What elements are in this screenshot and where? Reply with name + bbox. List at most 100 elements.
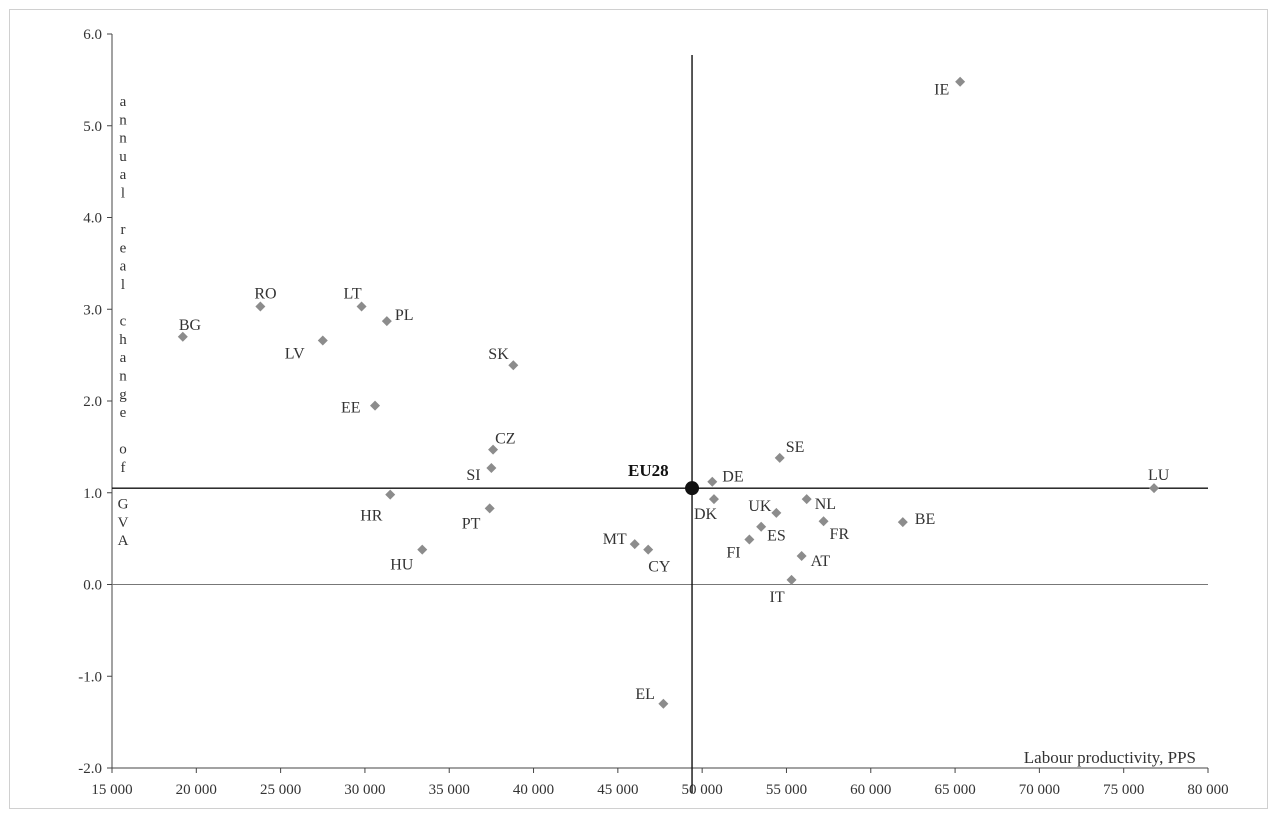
y-tick-label: 5.0 xyxy=(83,119,102,135)
point-marker-sk xyxy=(508,360,519,371)
point-marker-pl xyxy=(381,316,392,327)
y-axis-title-char: u xyxy=(119,149,127,165)
point-marker-uk xyxy=(771,507,782,518)
point-marker-si xyxy=(486,462,497,473)
chart-frame xyxy=(9,9,1268,809)
point-label-hr: HR xyxy=(360,508,383,525)
x-tick-label: 30 000 xyxy=(344,782,385,798)
point-marker-lv xyxy=(317,335,328,346)
x-tick-label: 50 000 xyxy=(682,782,723,798)
x-tick-label: 70 000 xyxy=(1019,782,1060,798)
point-marker-el xyxy=(658,698,669,709)
point-marker-de xyxy=(707,476,718,487)
x-tick-label: 20 000 xyxy=(176,782,217,798)
x-tick-label: 35 000 xyxy=(429,782,470,798)
x-tick-label: 15 000 xyxy=(91,782,132,798)
point-marker-ie xyxy=(955,76,966,87)
point-label-lv: LV xyxy=(285,345,305,362)
point-label-es: ES xyxy=(767,528,786,545)
point-marker-cy xyxy=(643,544,654,555)
point-marker-hr xyxy=(385,489,396,500)
y-axis-title-char: a xyxy=(120,259,127,275)
point-marker-dk xyxy=(708,494,719,505)
y-tick-label: -2.0 xyxy=(78,761,102,777)
point-label-it: IT xyxy=(770,589,785,606)
y-axis-title-char: n xyxy=(119,131,127,147)
point-marker-fi xyxy=(744,534,755,545)
point-marker-at xyxy=(796,551,807,562)
y-axis-title-char: V xyxy=(118,515,129,531)
y-axis-title-char: a xyxy=(120,350,127,366)
y-axis-title-char: r xyxy=(121,222,126,238)
x-tick-label: 55 000 xyxy=(766,782,807,798)
point-marker-lu xyxy=(1149,483,1160,494)
point-label-uk: UK xyxy=(748,498,772,515)
point-marker-mt xyxy=(629,539,640,550)
point-label-si: SI xyxy=(466,467,480,484)
x-tick-label: 80 000 xyxy=(1187,782,1228,798)
x-tick-label: 45 000 xyxy=(597,782,638,798)
point-marker-lt xyxy=(356,301,367,312)
point-marker-be xyxy=(897,517,908,528)
point-label-pt: PT xyxy=(462,515,481,532)
point-label-de: DE xyxy=(722,469,743,486)
x-tick-label: 25 000 xyxy=(260,782,301,798)
y-tick-label: 6.0 xyxy=(83,27,102,43)
point-label-se: SE xyxy=(786,439,805,456)
point-label-fi: FI xyxy=(726,545,740,562)
point-marker-it xyxy=(786,574,797,585)
point-marker-es xyxy=(756,521,767,532)
y-axis-title-char: o xyxy=(119,442,127,458)
point-label-fr: FR xyxy=(830,526,850,543)
point-label-sk: SK xyxy=(488,346,509,363)
data-points: IE BG RO LT PL LV SK EE CZ SI HR PT HU MT CY EL DE DK SE UK… xyxy=(177,76,1170,709)
x-axis-ticks: 15 000 20 000 25 000 30 000 35 000 40 000 45 0… xyxy=(91,767,1229,798)
point-label-mt: MT xyxy=(603,531,627,548)
point-label-ro: RO xyxy=(254,285,276,302)
point-label-nl: NL xyxy=(815,496,836,513)
eu28-label: EU28 xyxy=(628,461,669,480)
y-axis-title-char: a xyxy=(120,167,127,183)
y-tick-label: 4.0 xyxy=(83,211,102,227)
point-label-at: AT xyxy=(811,553,831,570)
point-marker-ee xyxy=(370,400,381,411)
point-marker-nl xyxy=(801,494,812,505)
point-marker-pt xyxy=(484,503,495,514)
x-tick-label: 60 000 xyxy=(850,782,891,798)
point-label-ie: IE xyxy=(934,82,949,99)
y-axis-title-char: G xyxy=(118,497,129,513)
y-tick-label: 3.0 xyxy=(83,302,102,318)
point-label-lt: LT xyxy=(344,285,362,302)
reference-lines xyxy=(112,55,1208,793)
point-label-ee: EE xyxy=(341,400,361,417)
point-label-be: BE xyxy=(915,511,935,528)
y-axis-title-char: n xyxy=(119,369,127,385)
y-tick-label: 2.0 xyxy=(83,394,102,410)
y-axis-title-char: A xyxy=(118,533,129,549)
y-axis-title-char: e xyxy=(120,240,127,256)
eu28-marker xyxy=(685,481,700,496)
y-axis-title-char: l xyxy=(121,277,125,293)
point-marker-ro xyxy=(255,301,266,312)
y-axis-title-char: l xyxy=(121,186,125,202)
axes xyxy=(111,34,1208,768)
point-marker-se xyxy=(774,452,785,463)
y-axis-title-char: c xyxy=(120,314,127,330)
point-label-hu: HU xyxy=(390,557,414,574)
point-label-cy: CY xyxy=(648,559,671,576)
y-axis-title-char: h xyxy=(119,332,127,348)
x-axis-title: Labour productivity, PPS xyxy=(1024,748,1196,767)
point-label-bg: BG xyxy=(179,317,202,334)
point-marker-cz xyxy=(488,444,499,455)
point-label-dk: DK xyxy=(694,506,718,523)
point-marker-hu xyxy=(417,544,428,555)
point-label-el: EL xyxy=(635,686,655,703)
point-marker-bg xyxy=(177,331,188,342)
point-label-cz: CZ xyxy=(495,431,515,448)
point-label-lu: LU xyxy=(1148,467,1170,484)
x-tick-label: 40 000 xyxy=(513,782,554,798)
y-axis-ticks: 6.0 5.0 4.0 3.0 2.0 1.0 0.0 -1.0 -2.0 xyxy=(78,27,112,777)
y-tick-label: 1.0 xyxy=(83,486,102,502)
